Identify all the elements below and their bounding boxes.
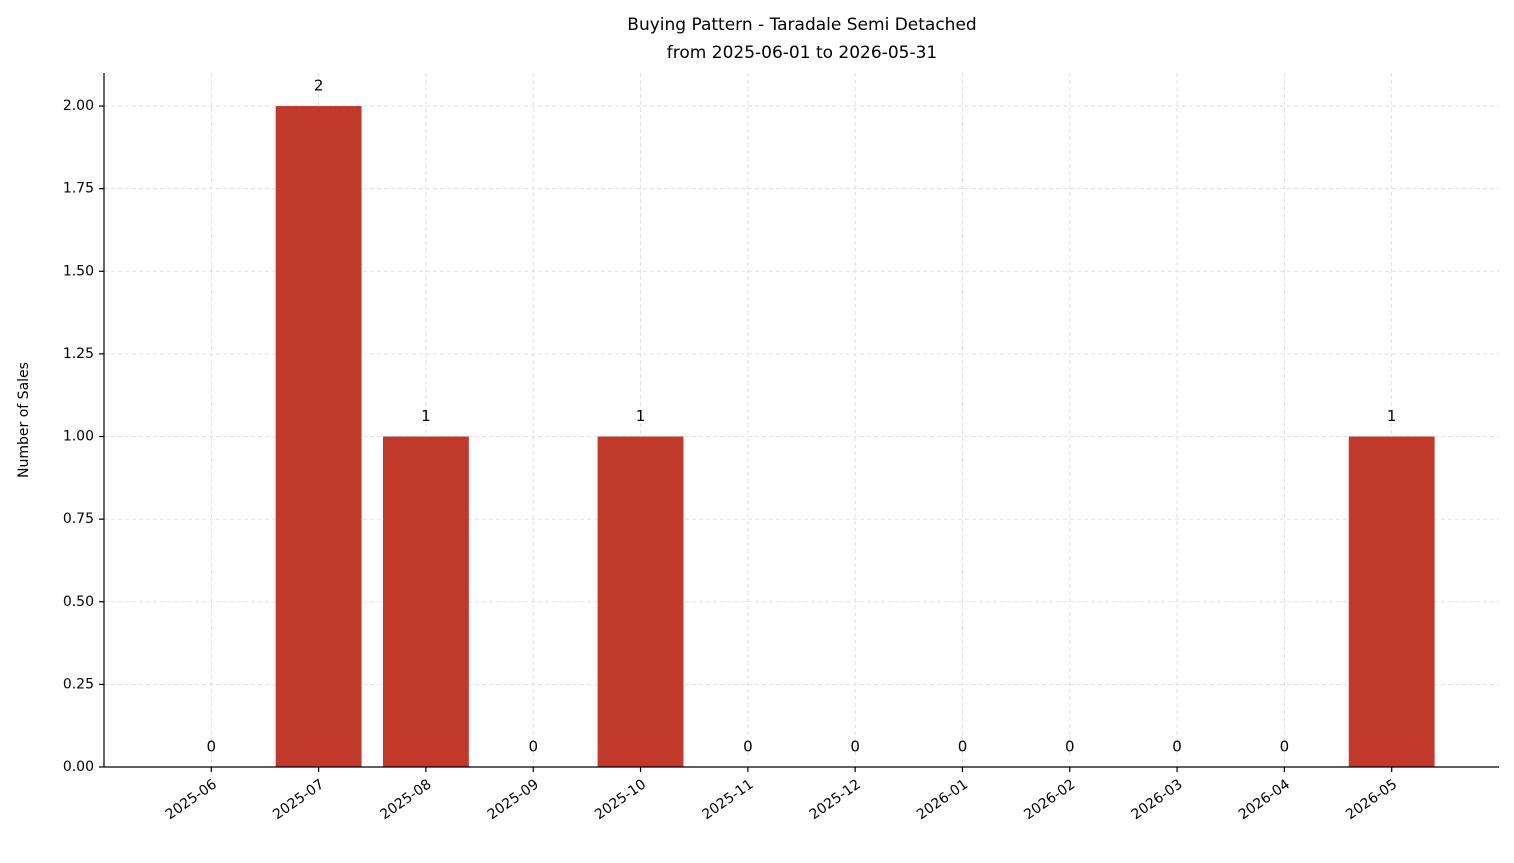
y-tick-label: 2.00 <box>63 98 94 114</box>
x-tick-label: 2026-04 <box>1236 776 1293 823</box>
y-tick-label: 1.50 <box>63 263 94 279</box>
data-label: 0 <box>1280 738 1290 756</box>
x-tick-label: 2026-01 <box>914 776 971 823</box>
bar <box>383 436 469 767</box>
y-tick-label: 0.50 <box>63 594 94 610</box>
data-label: 0 <box>958 738 968 756</box>
data-label: 2 <box>314 77 324 95</box>
y-axis-label: Number of Sales <box>16 362 32 478</box>
x-tick-label: 2025-08 <box>377 776 434 823</box>
x-tick-label: 2025-06 <box>163 776 220 823</box>
x-tick-label: 2026-03 <box>1129 776 1186 823</box>
y-tick-label: 0.25 <box>63 676 94 692</box>
y-tick-label: 0.00 <box>63 759 94 775</box>
y-tick-label: 1.00 <box>63 429 94 445</box>
y-tick-label: 0.75 <box>63 511 94 527</box>
data-label: 0 <box>850 738 860 756</box>
data-label: 1 <box>421 407 431 425</box>
data-label: 0 <box>1065 738 1075 756</box>
x-tick-label: 2025-12 <box>807 776 864 823</box>
x-tick-label: 2026-05 <box>1343 776 1400 823</box>
x-tick-label: 2025-11 <box>699 776 756 823</box>
data-label: 0 <box>528 738 538 756</box>
data-label: 0 <box>743 738 753 756</box>
chart-title: Buying Pattern - Taradale Semi Detached <box>627 15 976 35</box>
y-tick-label: 1.25 <box>63 346 94 362</box>
x-tick-label: 2026-02 <box>1021 776 1078 823</box>
data-label: 1 <box>636 407 646 425</box>
data-label: 0 <box>1172 738 1182 756</box>
chart-subtitle: from 2025-06-01 to 2026-05-31 <box>667 43 937 63</box>
x-tick-label: 2025-10 <box>592 776 649 823</box>
bar <box>275 106 362 768</box>
bar <box>597 436 684 767</box>
y-tick-label: 1.75 <box>63 181 94 197</box>
data-label: 1 <box>1387 407 1397 425</box>
bar <box>1348 436 1435 767</box>
x-tick-label: 2025-09 <box>485 776 542 823</box>
data-label: 0 <box>207 738 217 756</box>
x-tick-label: 2025-07 <box>270 776 327 823</box>
